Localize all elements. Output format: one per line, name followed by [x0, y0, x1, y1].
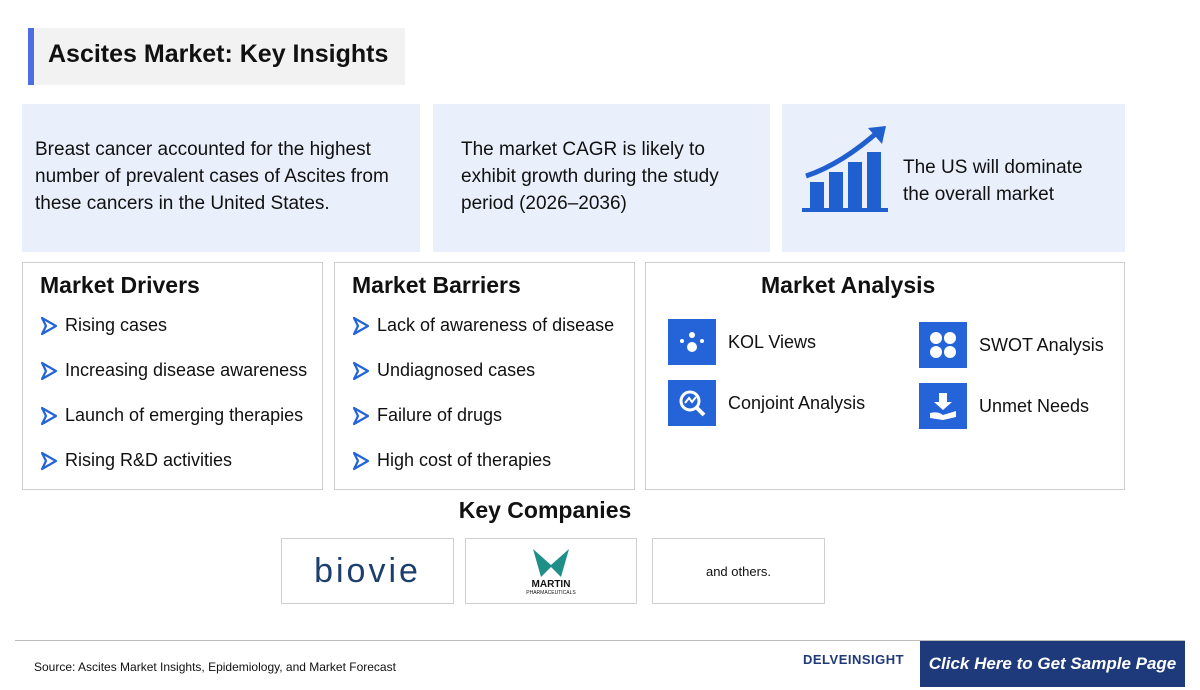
martin-logo-mark — [533, 548, 569, 577]
list-text: Failure of drugs — [377, 405, 503, 425]
analysis-label: Conjoint Analysis — [728, 392, 866, 413]
insight-text: Breast cancer accounted for the highest … — [35, 139, 389, 214]
page-title: Ascites Market: Key Insights — [28, 28, 405, 85]
martin-logo-text: MARTIN — [531, 578, 571, 590]
section-heading: Market Barriers — [352, 272, 521, 298]
list-item: Rising cases — [39, 315, 167, 336]
analysis-item: Conjoint Analysis — [668, 380, 865, 426]
analysis-item: Unmet Needs — [919, 383, 1089, 429]
companies-heading: Key Companies — [458, 497, 632, 523]
chevron-icon — [352, 361, 370, 380]
list-text: Rising R&D activities — [65, 450, 233, 470]
company-logo: and others. — [652, 538, 825, 604]
analysis-label: KOL Views — [728, 331, 817, 352]
section-heading: Market Drivers — [40, 272, 200, 298]
list-item: Undiagnosed cases — [351, 360, 535, 381]
company-logo: biovie — [281, 538, 454, 604]
list-text: Rising cases — [65, 315, 168, 335]
swot-icon — [919, 322, 967, 368]
sample-page-button[interactable]: Click Here to Get Sample Page — [920, 641, 1185, 687]
martin-logo-subtext: PHARMACEUTICALS — [526, 589, 576, 596]
list-item: Failure of drugs — [351, 405, 502, 426]
list-text: High cost of therapies — [377, 450, 552, 470]
chevron-icon — [352, 316, 370, 335]
list-item: High cost of therapies — [351, 450, 551, 471]
list-text: Lack of awareness of disease — [377, 315, 615, 335]
list-item: Rising R&D activities — [39, 450, 232, 471]
chevron-icon — [352, 406, 370, 425]
conjoint-icon — [668, 380, 716, 426]
others-text: and others. — [705, 563, 772, 579]
analysis-label: Unmet Needs — [979, 395, 1090, 416]
source-note: Source: Ascites Market Insights, Epidemi… — [34, 660, 396, 674]
kol-icon — [668, 319, 716, 365]
insight-text: The market CAGR is likely to exhibit gro… — [461, 139, 719, 214]
chevron-icon — [40, 406, 58, 425]
footer-rule — [15, 640, 1185, 641]
list-item: Launch of emerging therapies — [39, 405, 303, 426]
biovie-logo-text: biovie — [314, 551, 421, 590]
list-text: Increasing disease awareness — [65, 360, 308, 380]
company-logo: MARTIN PHARMACEUTICALS — [465, 538, 637, 604]
analysis-panel: Market Analysis KOL Views Conjoint Analy… — [645, 262, 1125, 490]
analysis-label: SWOT Analysis — [979, 334, 1104, 355]
chevron-icon — [40, 316, 58, 335]
chevron-icon — [352, 451, 370, 470]
analysis-item: SWOT Analysis — [919, 322, 1104, 368]
section-heading: Market Analysis — [761, 272, 936, 298]
growth-icon — [802, 126, 888, 212]
list-item: Lack of awareness of disease — [351, 315, 614, 336]
insight-card: The market CAGR is likely to exhibit gro… — [433, 104, 770, 252]
barriers-panel: Market Barriers Lack of awareness of dis… — [334, 262, 635, 490]
insight-text: The US will dominate the overall market — [903, 157, 1083, 205]
list-text: Undiagnosed cases — [377, 360, 536, 380]
chevron-icon — [40, 361, 58, 380]
analysis-item: KOL Views — [668, 319, 816, 365]
insight-card: The US will dominate the overall market — [782, 104, 1125, 252]
drivers-panel: Market Drivers Rising cases Increasing di… — [22, 262, 323, 490]
unmet-icon — [919, 383, 967, 429]
chevron-icon — [40, 451, 58, 470]
delveinsight-logo: DELVEINSIGHT — [803, 652, 905, 667]
list-text: Launch of emerging therapies — [65, 405, 304, 425]
insight-card: Breast cancer accounted for the highest … — [22, 104, 420, 252]
list-item: Increasing disease awareness — [39, 360, 307, 381]
